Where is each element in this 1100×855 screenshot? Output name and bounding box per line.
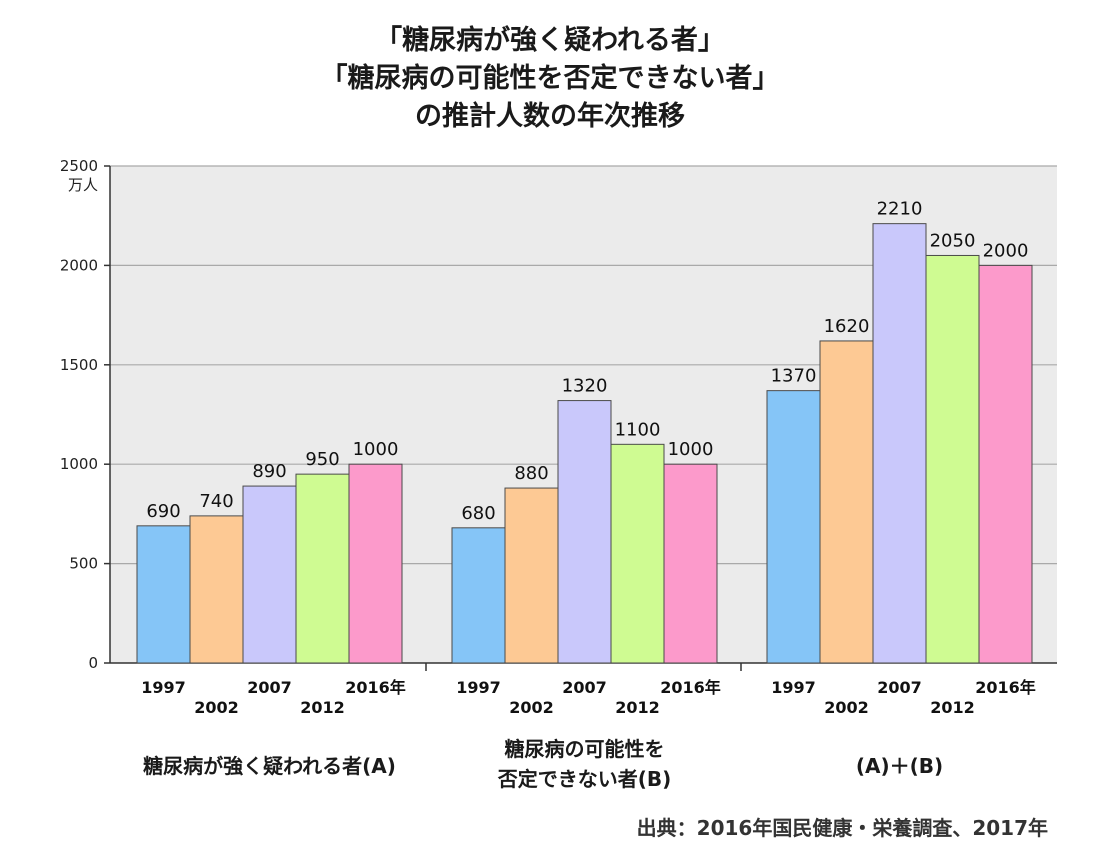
source-note: 出典：2016年国民健康・栄養調査、2017年 [636,816,1048,840]
bar-value-label: 740 [199,491,233,512]
title-line: 「糖尿病が強く疑われる者」 [375,25,725,56]
bar-value-label: 690 [146,501,180,522]
group-label: 糖尿病が強く疑われる者(A) [110,751,430,781]
group-label-line: (A)＋(B) [855,754,944,778]
x-tick-label: 2007 [877,678,922,697]
bar-value-label: 1000 [353,439,399,460]
group-label-line: 否定できない者(B) [497,767,672,791]
x-tick-label: 2016年 [975,678,1036,697]
bar-value-label: 2000 [983,240,1029,261]
x-tick-label: 2012 [930,698,975,717]
bar [663,463,718,664]
y-tick-label: 500 [69,555,98,573]
bar [610,443,665,664]
y-tick-label: 1000 [60,455,98,473]
x-tick-label: 1997 [141,678,186,697]
x-tick-label: 2002 [194,698,239,717]
group-label-line: 糖尿病が強く疑われる者(A) [143,754,396,778]
y-axis-unit: 万人 [68,176,98,194]
title-line: の推計人数の年次推移 [415,101,685,132]
bar [819,340,874,664]
bar [451,527,506,664]
bar [242,485,297,664]
x-tick-label: 1997 [456,678,501,697]
group-label: (A)＋(B) [740,751,1060,781]
bar [872,223,927,664]
bar-value-label: 880 [514,463,548,484]
x-tick-label: 2016年 [660,678,721,697]
y-tick-label: 2000 [60,256,98,274]
x-tick-label: 2002 [509,698,554,717]
bar-value-label: 1100 [615,419,661,440]
x-tick-label: 2012 [615,698,660,717]
bar-value-label: 950 [305,449,339,470]
bar-value-label: 890 [252,461,286,482]
bar [136,525,191,664]
y-tick-label: 2500 [60,157,98,175]
bar [557,400,612,664]
bar [978,264,1033,664]
bar-value-label: 1370 [771,366,817,387]
bar [348,463,403,664]
x-tick-label: 2016年 [345,678,406,697]
bar-value-label: 1620 [824,316,870,337]
bar-value-label: 2210 [877,199,923,220]
chart-title: 「糖尿病が強く疑われる者」 「糖尿病の可能性を否定できない者」 の推計人数の年次… [0,22,1100,136]
group-label: 糖尿病の可能性を 否定できない者(B) [425,734,745,794]
x-tick-label: 2012 [300,698,345,717]
bar [925,254,980,664]
y-tick-label: 0 [88,654,98,672]
bar [766,390,821,664]
y-tick-label: 1500 [60,356,98,374]
bar-value-label: 1320 [562,376,608,397]
x-tick-label: 2007 [562,678,607,697]
x-tick-label: 2007 [247,678,292,697]
bar-value-label: 2050 [930,230,976,251]
bar [189,515,244,664]
bar-value-label: 680 [461,503,495,524]
bar [504,487,559,664]
bar [295,473,350,664]
x-tick-label: 2002 [824,698,869,717]
bar-value-label: 1000 [668,439,714,460]
title-line: 「糖尿病の可能性を否定できない者」 [320,63,780,94]
group-label-line: 糖尿病の可能性を [504,737,665,761]
x-tick-label: 1997 [771,678,816,697]
